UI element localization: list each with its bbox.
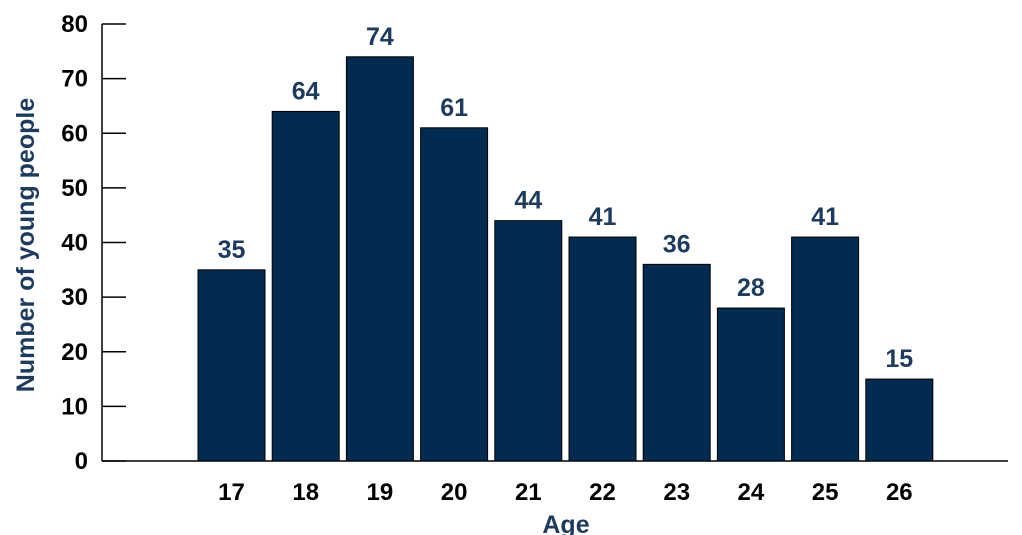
bar-value-label: 36 bbox=[663, 230, 691, 258]
y-axis-ticks: 0 10 20 30 40 50 60 70 80 bbox=[61, 11, 126, 475]
y-tick-label: 60 bbox=[61, 120, 88, 147]
y-tick-label: 80 bbox=[61, 11, 88, 38]
bar-value-label: 35 bbox=[218, 236, 246, 264]
y-tick-label: 70 bbox=[61, 66, 88, 93]
bar bbox=[420, 127, 489, 462]
y-tick-label: 50 bbox=[61, 175, 88, 202]
bar bbox=[345, 56, 414, 462]
bar bbox=[197, 269, 266, 462]
bar-value-label: 64 bbox=[292, 77, 320, 105]
bar bbox=[716, 307, 785, 462]
x-axis-ticks: 17 18 19 20 21 22 23 24 25 26 bbox=[218, 479, 913, 506]
y-tick-label: 30 bbox=[61, 284, 88, 311]
bar bbox=[865, 378, 934, 462]
bar-value-label: 74 bbox=[366, 23, 394, 51]
bar-value-label: 41 bbox=[811, 203, 839, 231]
x-tick-label: 23 bbox=[663, 479, 690, 506]
x-tick-label: 20 bbox=[441, 479, 468, 506]
y-tick-label: 40 bbox=[61, 230, 88, 257]
x-axis-title: Age bbox=[542, 511, 589, 535]
x-tick-label: 25 bbox=[812, 479, 839, 506]
bar bbox=[568, 236, 637, 462]
x-tick-label: 18 bbox=[292, 479, 319, 506]
x-tick-label: 22 bbox=[589, 479, 616, 506]
y-tick-label: 20 bbox=[61, 339, 88, 366]
x-tick-label: 26 bbox=[886, 479, 913, 506]
bar-value-label: 61 bbox=[440, 94, 468, 122]
x-tick-label: 24 bbox=[738, 479, 765, 506]
x-tick-label: 21 bbox=[515, 479, 542, 506]
bar bbox=[642, 263, 711, 462]
bar bbox=[271, 110, 340, 462]
y-axis-title: Number of young people bbox=[12, 98, 40, 393]
x-tick-label: 17 bbox=[218, 479, 245, 506]
bar-value-label: 28 bbox=[737, 274, 765, 302]
bar-value-label: 41 bbox=[589, 203, 617, 231]
bar bbox=[494, 220, 563, 462]
bar-value-label: 44 bbox=[514, 187, 542, 215]
x-tick-label: 19 bbox=[367, 479, 394, 506]
bar-value-label: 15 bbox=[885, 345, 913, 373]
y-tick-label: 0 bbox=[75, 448, 88, 475]
bars-group bbox=[197, 56, 934, 462]
bar bbox=[791, 236, 860, 462]
y-tick-label: 10 bbox=[61, 393, 88, 420]
data-labels-group: 35 64 74 61 44 41 36 28 41 15 bbox=[218, 23, 914, 373]
